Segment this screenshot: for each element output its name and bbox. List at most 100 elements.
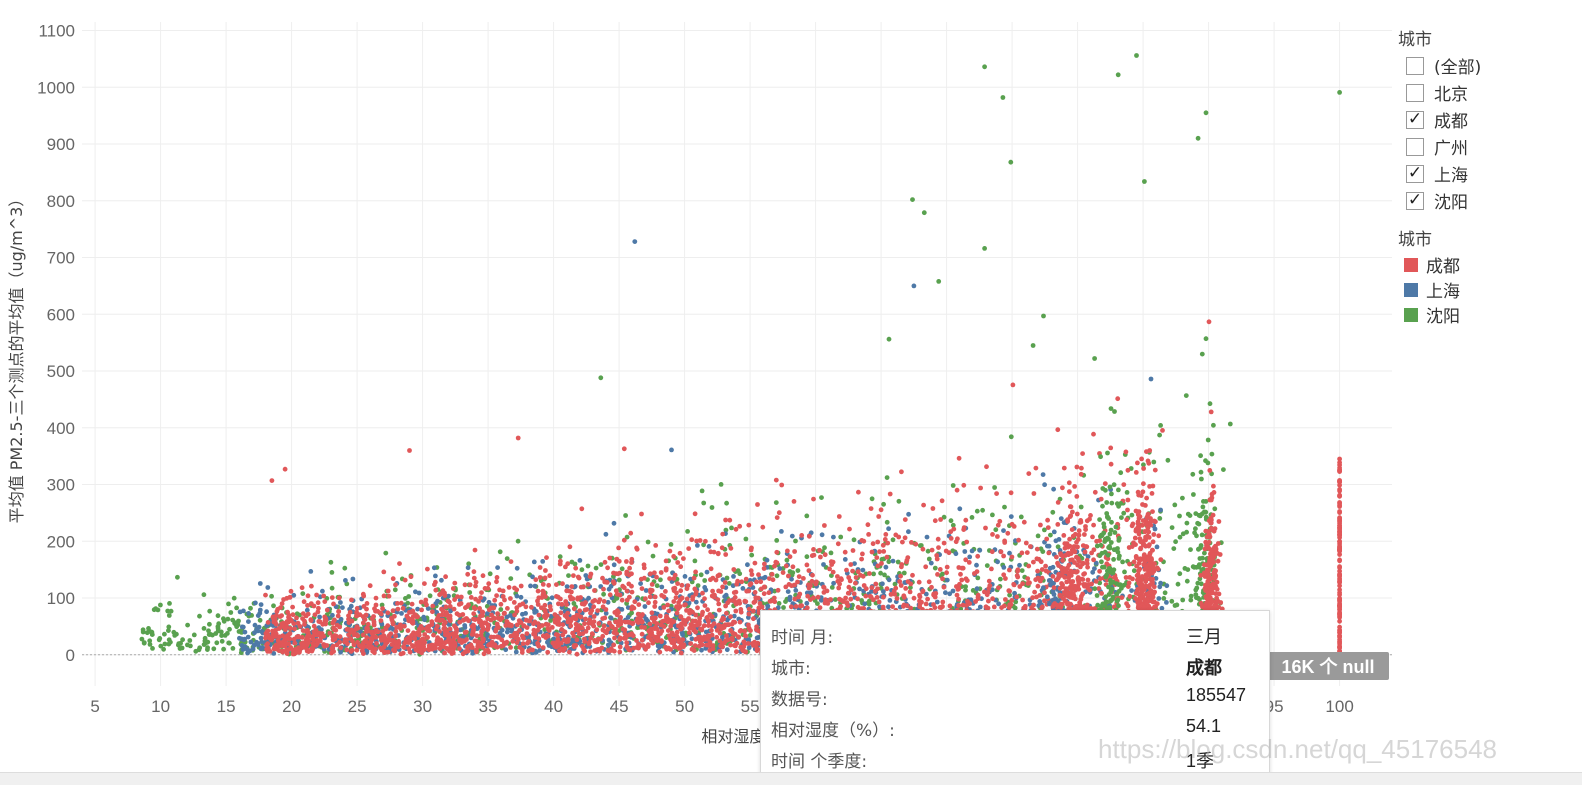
data-point[interactable] xyxy=(723,580,728,585)
data-point[interactable] xyxy=(768,599,773,604)
data-point[interactable] xyxy=(338,600,343,605)
data-point[interactable] xyxy=(601,604,606,609)
data-point[interactable] xyxy=(575,637,580,642)
data-point[interactable] xyxy=(1206,438,1211,443)
data-point[interactable] xyxy=(1158,423,1163,428)
data-point[interactable] xyxy=(898,574,903,579)
data-point[interactable] xyxy=(873,589,878,594)
data-point[interactable] xyxy=(1191,492,1196,497)
data-point[interactable] xyxy=(258,581,263,586)
data-point[interactable] xyxy=(499,637,504,642)
data-point[interactable] xyxy=(296,634,301,639)
data-point[interactable] xyxy=(575,652,580,657)
data-point[interactable] xyxy=(207,622,212,627)
data-point[interactable] xyxy=(543,576,548,581)
data-point[interactable] xyxy=(799,533,804,538)
data-point[interactable] xyxy=(762,591,767,596)
data-point[interactable] xyxy=(929,561,934,566)
data-point[interactable] xyxy=(502,611,507,616)
data-point[interactable] xyxy=(893,533,898,538)
data-point[interactable] xyxy=(319,634,324,639)
data-point[interactable] xyxy=(978,605,983,610)
data-point[interactable] xyxy=(252,643,257,648)
data-point[interactable] xyxy=(301,642,306,647)
data-point[interactable] xyxy=(828,597,833,602)
data-point[interactable] xyxy=(439,578,444,583)
data-point[interactable] xyxy=(567,617,572,622)
data-point[interactable] xyxy=(753,590,758,595)
data-point[interactable] xyxy=(408,617,413,622)
data-point[interactable] xyxy=(878,571,883,576)
data-point[interactable] xyxy=(292,641,297,646)
data-point[interactable] xyxy=(166,625,171,630)
data-point[interactable] xyxy=(810,553,815,558)
data-point[interactable] xyxy=(843,550,848,555)
data-point[interactable] xyxy=(368,640,373,645)
data-point[interactable] xyxy=(515,636,520,641)
data-point[interactable] xyxy=(1121,482,1126,487)
data-point[interactable] xyxy=(425,567,430,572)
data-point[interactable] xyxy=(630,604,635,609)
data-point[interactable] xyxy=(880,581,885,586)
data-point[interactable] xyxy=(150,646,155,651)
data-point[interactable] xyxy=(612,521,617,526)
data-point[interactable] xyxy=(848,597,853,602)
data-point[interactable] xyxy=(603,560,608,565)
data-point[interactable] xyxy=(543,615,548,620)
data-point[interactable] xyxy=(825,589,830,594)
data-point[interactable] xyxy=(498,607,503,612)
data-point[interactable] xyxy=(252,630,257,635)
data-point[interactable] xyxy=(1109,462,1114,467)
data-point[interactable] xyxy=(1097,569,1102,574)
data-point[interactable] xyxy=(717,608,722,613)
data-point[interactable] xyxy=(749,546,754,551)
data-point[interactable] xyxy=(831,581,836,586)
data-point[interactable] xyxy=(442,622,447,627)
data-point[interactable] xyxy=(478,642,483,647)
data-point[interactable] xyxy=(746,623,751,628)
data-point[interactable] xyxy=(246,611,251,616)
data-point[interactable] xyxy=(1017,563,1022,568)
data-point[interactable] xyxy=(558,554,563,559)
data-point[interactable] xyxy=(853,581,858,586)
data-point[interactable] xyxy=(419,600,424,605)
data-point[interactable] xyxy=(338,650,343,655)
data-point[interactable] xyxy=(947,550,952,555)
data-point[interactable] xyxy=(993,527,998,532)
data-point[interactable] xyxy=(598,597,603,602)
data-point[interactable] xyxy=(512,613,517,618)
data-point[interactable] xyxy=(686,546,691,551)
data-point[interactable] xyxy=(1062,466,1067,471)
data-point[interactable] xyxy=(1032,491,1037,496)
data-point[interactable] xyxy=(178,646,183,651)
data-point[interactable] xyxy=(601,592,606,597)
data-point[interactable] xyxy=(437,629,442,634)
data-point[interactable] xyxy=(417,633,422,638)
data-point[interactable] xyxy=(954,551,959,556)
data-point[interactable] xyxy=(692,576,697,581)
data-point[interactable] xyxy=(786,589,791,594)
data-point[interactable] xyxy=(588,611,593,616)
data-point[interactable] xyxy=(1044,537,1049,542)
data-point[interactable] xyxy=(774,538,779,543)
data-point[interactable] xyxy=(819,495,824,500)
data-point[interactable] xyxy=(560,581,565,586)
data-point[interactable] xyxy=(403,596,408,601)
data-point[interactable] xyxy=(344,637,349,642)
data-point[interactable] xyxy=(612,562,617,567)
data-point[interactable] xyxy=(956,597,961,602)
data-point[interactable] xyxy=(905,555,910,560)
data-point[interactable] xyxy=(910,573,915,578)
data-point[interactable] xyxy=(532,560,537,565)
data-point[interactable] xyxy=(1183,566,1188,571)
data-point[interactable] xyxy=(465,645,470,650)
data-point[interactable] xyxy=(644,617,649,622)
data-point[interactable] xyxy=(626,615,631,620)
data-point[interactable] xyxy=(706,635,711,640)
data-point[interactable] xyxy=(949,518,954,523)
data-point[interactable] xyxy=(1129,588,1134,593)
data-point[interactable] xyxy=(610,648,615,653)
data-point[interactable] xyxy=(574,628,579,633)
data-point[interactable] xyxy=(1019,515,1024,520)
data-point[interactable] xyxy=(525,631,530,636)
